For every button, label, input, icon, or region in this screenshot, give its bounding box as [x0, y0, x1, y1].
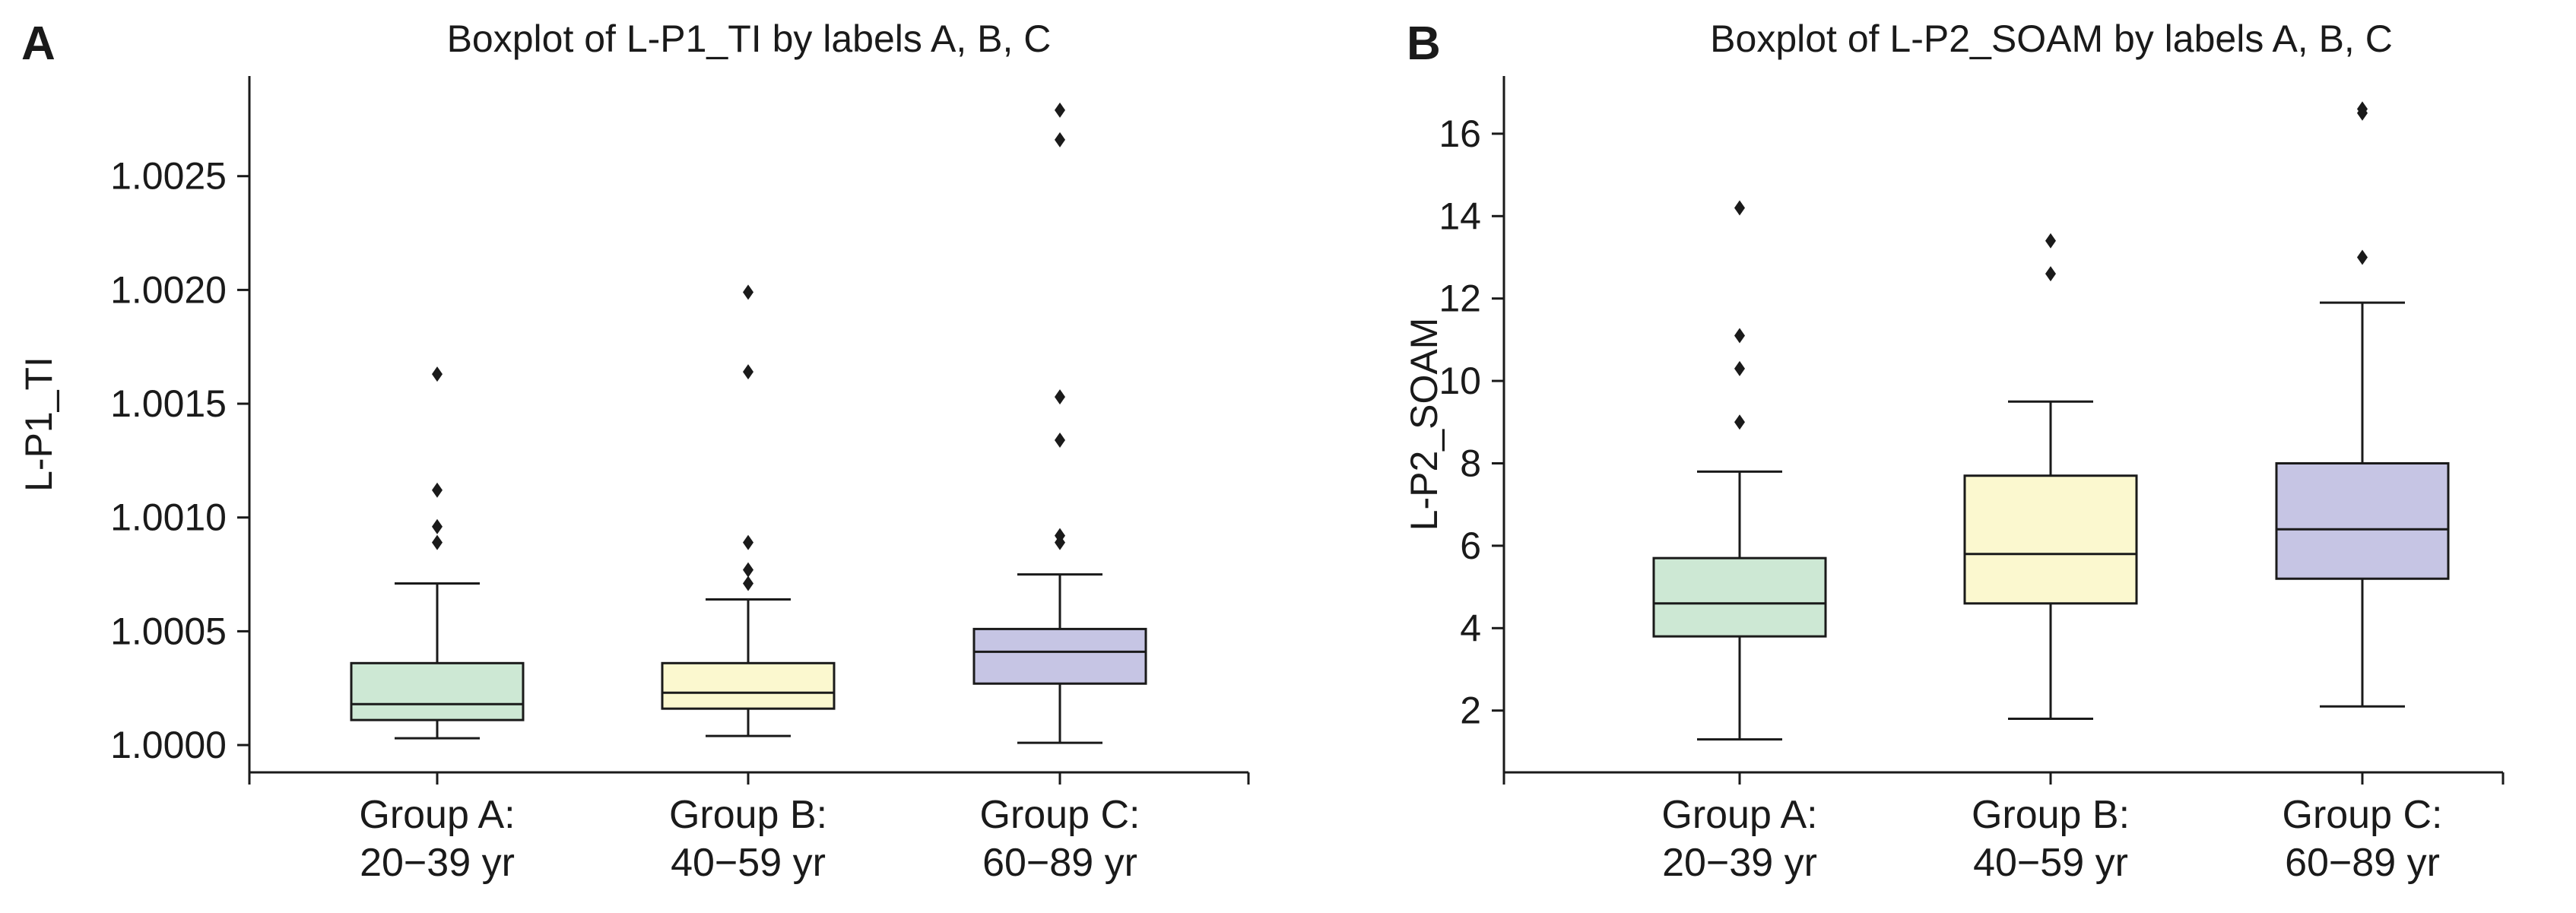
outlier-point — [743, 284, 753, 300]
box-group-3: Group C:60−89 yr — [972, 102, 1147, 885]
outlier-point — [432, 518, 443, 534]
outlier-point — [2045, 233, 2056, 249]
iqr-box — [350, 661, 525, 721]
x-tick-label-line2: 40−59 yr — [671, 841, 826, 885]
iqr-box — [972, 627, 1147, 685]
outlier-point — [432, 366, 443, 382]
iqr-box — [2275, 461, 2450, 580]
box-group-1: Group A:20−39 yr — [350, 366, 525, 885]
y-tick-label: 1.0000 — [110, 724, 227, 766]
x-tick-label-line2: 20−39 yr — [1662, 841, 1817, 885]
outlier-point — [1055, 102, 1065, 118]
y-tick-label: 1.0020 — [110, 268, 227, 311]
outlier-point — [432, 482, 443, 498]
outlier-point — [1055, 528, 1065, 544]
outlier-point — [1734, 200, 1745, 216]
box-group-2: Group B:40−59 yr — [1963, 233, 2138, 885]
outlier-point — [1055, 432, 1065, 448]
outlier-point — [743, 534, 753, 550]
x-tick-label-line1: Group A: — [359, 793, 515, 837]
x-tick-label-line1: Group C: — [980, 793, 1140, 837]
box-group-3: Group C:60−89 yr — [2275, 101, 2450, 885]
outlier-point — [2357, 101, 2368, 117]
box-group-1: Group A:20−39 yr — [1652, 200, 1827, 885]
panel-letter: B — [1407, 17, 1441, 70]
box-group-2: Group B:40−59 yr — [661, 284, 836, 885]
chart-title: Boxplot of L-P1_TI by labels A, B, C — [447, 17, 1052, 60]
y-tick-label: 16 — [1439, 113, 1481, 155]
outlier-point — [1734, 328, 1745, 344]
panel-letter: A — [21, 17, 56, 70]
y-axis-label: L-P1_TI — [17, 357, 60, 492]
x-tick-label-line2: 60−89 yr — [2285, 841, 2440, 885]
y-tick-label: 1.0005 — [110, 610, 227, 652]
y-tick-label: 6 — [1460, 525, 1481, 567]
outlier-point — [1734, 414, 1745, 430]
iqr-box — [661, 661, 836, 710]
outlier-point — [743, 562, 753, 578]
y-axis-label: L-P2_SOAM — [1403, 318, 1445, 531]
y-tick-label: 1.0010 — [110, 496, 227, 539]
x-tick-label-line1: Group B: — [669, 793, 827, 837]
chart-panel-b: B Boxplot of L-P2_SOAM by labels A, B, C L… — [1403, 17, 2505, 885]
chart-panel-a: A Boxplot of L-P1_TI by labels A, B, C L-P… — [17, 17, 1250, 885]
outlier-point — [743, 364, 753, 380]
outlier-point — [743, 575, 753, 591]
x-tick-label-line2: 40−59 yr — [1973, 841, 2128, 885]
outlier-point — [1055, 389, 1065, 405]
y-tick-label: 2 — [1460, 690, 1481, 732]
outlier-point — [1734, 360, 1745, 376]
chart-title: Boxplot of L-P2_SOAM by labels A, B, C — [1710, 17, 2393, 60]
x-tick-label-line1: Group C: — [2283, 793, 2443, 837]
x-tick-label-line1: Group A: — [1661, 793, 1817, 837]
y-tick-label: 8 — [1460, 442, 1481, 484]
y-tick-label: 12 — [1439, 277, 1481, 320]
outlier-point — [2045, 266, 2056, 282]
iqr-box — [1652, 556, 1827, 638]
outlier-point — [2357, 249, 2368, 265]
y-tick-label: 1.0015 — [110, 382, 227, 425]
y-tick-label: 14 — [1439, 195, 1481, 237]
x-tick-label-line2: 60−89 yr — [982, 841, 1137, 885]
y-tick-label: 4 — [1460, 607, 1481, 649]
x-tick-label-line2: 20−39 yr — [360, 841, 515, 885]
y-tick-label: 1.0025 — [110, 155, 227, 198]
outlier-point — [432, 534, 443, 550]
x-tick-label-line1: Group B: — [1972, 793, 2130, 837]
y-tick-label: 10 — [1439, 360, 1481, 402]
iqr-box — [1963, 474, 2138, 605]
outlier-point — [1055, 132, 1065, 147]
